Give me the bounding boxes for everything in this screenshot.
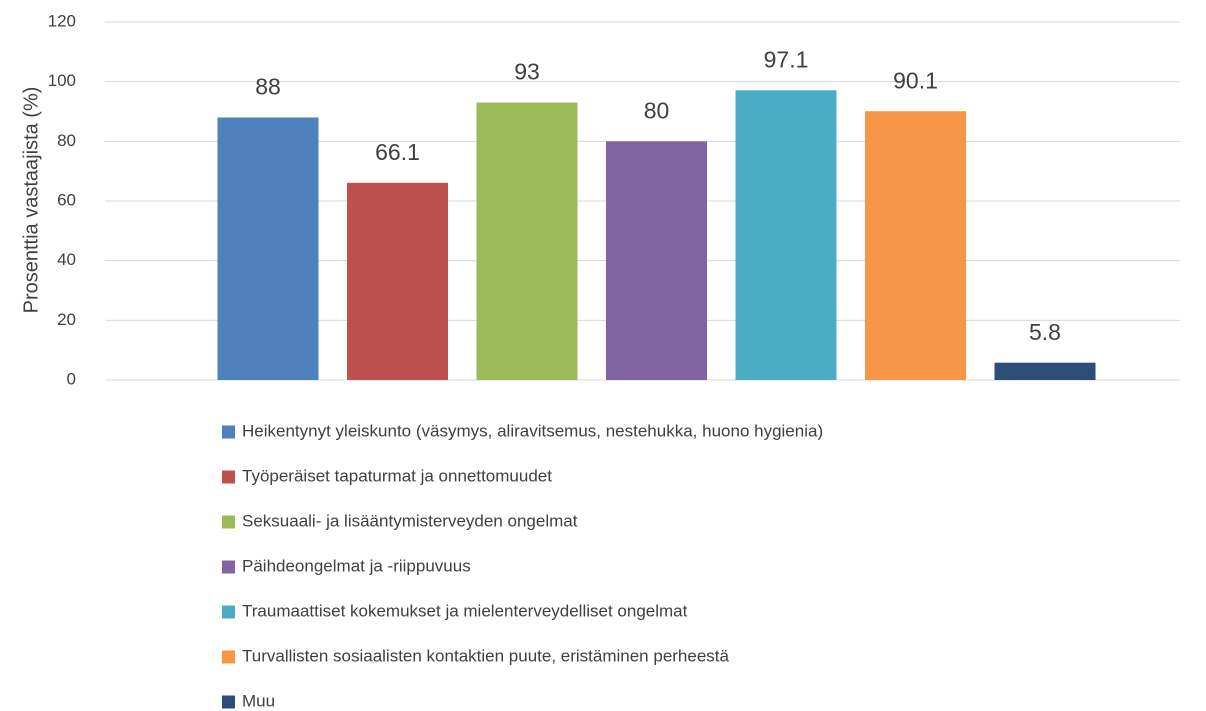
y-tick-label: 60: [57, 190, 76, 209]
data-label: 90.1: [893, 67, 938, 93]
legend-label: Muu: [242, 691, 275, 710]
legend-swatch: [222, 650, 235, 664]
y-axis-label: Prosenttia vastaajista (%): [20, 87, 42, 314]
data-label: 80: [644, 97, 670, 123]
bar: [865, 111, 966, 381]
legend-swatch: [222, 470, 235, 484]
legend-label: Seksuaali- ja lisääntymisterveyden ongel…: [242, 511, 578, 530]
y-tick-label: 80: [57, 131, 76, 150]
y-tick-label: 20: [57, 310, 76, 329]
data-label: 88: [255, 74, 281, 100]
legend-swatch: [222, 425, 235, 439]
legend-label: Traumaattiset kokemukset ja mielentervey…: [242, 601, 688, 620]
y-tick-label: 40: [57, 250, 76, 269]
bar: [994, 362, 1096, 380]
legend-label: Päihdeongelmat ja -riippuvuus: [242, 556, 471, 575]
bar: [606, 141, 707, 380]
legend-swatch: [222, 560, 235, 574]
legend-label: Heikentynyt yleiskunto (väsymys, aliravi…: [242, 421, 823, 440]
bar: [347, 182, 448, 380]
bar: [217, 117, 319, 380]
legend-swatch: [222, 695, 235, 709]
bar: [735, 90, 837, 381]
data-label: 97.1: [764, 46, 809, 72]
legend-label: Työperäiset tapaturmat ja onnettomuudet: [242, 466, 552, 485]
bar: [476, 102, 578, 381]
data-label: 66.1: [375, 139, 420, 165]
legend-label: Turvallisten sosiaalisten kontaktien puu…: [242, 646, 730, 665]
y-tick-label: 120: [48, 11, 76, 30]
data-label: 93: [514, 59, 540, 85]
legend-swatch: [222, 605, 235, 619]
data-label: 5.8: [1029, 319, 1061, 345]
y-tick-label: 0: [67, 369, 76, 388]
legend-swatch: [222, 515, 235, 529]
y-tick-label: 100: [48, 71, 76, 90]
